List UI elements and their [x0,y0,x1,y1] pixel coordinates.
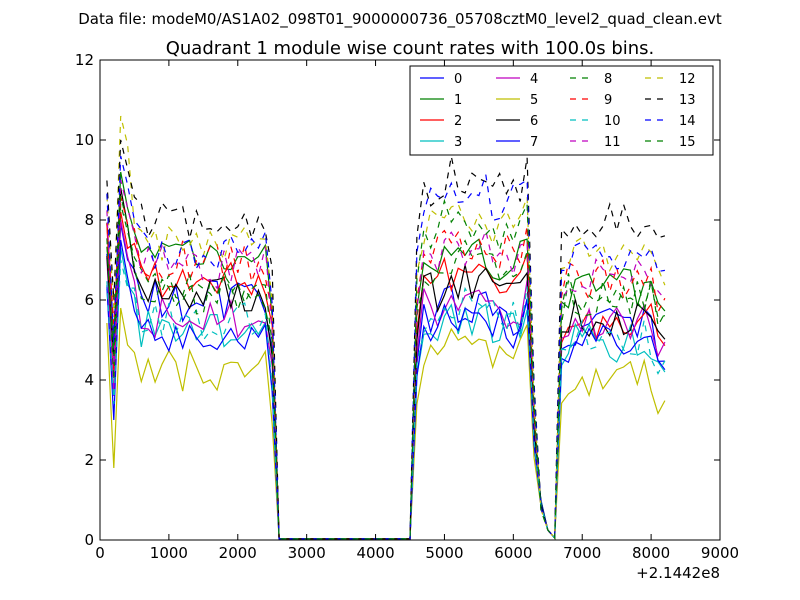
legend-label-11: 11 [604,135,621,150]
y-tick-label: 8 [84,211,94,229]
legend-label-6: 6 [530,114,538,129]
x-tick-label: 9000 [701,544,739,562]
series-line-1 [106,171,666,540]
x-offset-label: +2.1442e8 [636,564,720,582]
series-line-2 [106,211,666,540]
x-tick-label: 6000 [494,544,532,562]
series-layer [106,115,666,540]
y-tick-label: 2 [84,451,94,469]
legend-label-9: 9 [604,93,612,108]
x-tick-label: 2000 [219,544,257,562]
legend-label-4: 4 [530,72,538,87]
x-tick-label: 5000 [425,544,463,562]
series-line-9 [106,195,666,540]
suptitle: Data file: modeM0/AS1A02_098T01_90000007… [78,10,722,29]
legend-label-8: 8 [604,72,612,87]
x-tick-label: 4000 [356,544,394,562]
legend-label-10: 10 [604,114,621,129]
series-line-8 [106,203,666,540]
series-line-6 [106,187,666,540]
series-line-14 [106,155,665,540]
legend-label-3: 3 [454,135,462,150]
legend-label-0: 0 [454,72,462,87]
legend-label-13: 13 [679,93,696,108]
y-tick-label: 12 [75,51,94,69]
series-line-13 [106,139,666,540]
legend-label-14: 14 [679,114,696,129]
x-axis: 0 1000 2000 3000 4000 5000 6000 7000 8000 9000 [95,60,739,562]
chart-title: Quadrant 1 module wise count rates with … [166,38,655,59]
y-tick-label: 6 [84,291,94,309]
x-tick-label: 1000 [150,544,188,562]
legend-label-7: 7 [530,135,538,150]
series-line-15 [106,195,666,540]
x-tick-label: 3000 [288,544,326,562]
series-line-0 [106,223,665,540]
legend-label-5: 5 [530,93,538,108]
x-tick-label: 7000 [563,544,601,562]
series-line-3 [106,247,666,540]
x-tick-label: 0 [95,544,105,562]
series-line-10 [106,259,666,540]
legend-label-12: 12 [679,72,696,87]
series-line-5 [106,307,666,540]
y-tick-label: 0 [84,531,94,549]
y-tick-label: 4 [84,371,94,389]
x-tick-label: 8000 [632,544,670,562]
y-tick-label: 10 [75,131,94,149]
legend-frame [409,65,714,156]
legend-label-2: 2 [454,114,462,129]
legend-label-15: 15 [679,135,696,150]
legend-label-1: 1 [454,93,462,108]
